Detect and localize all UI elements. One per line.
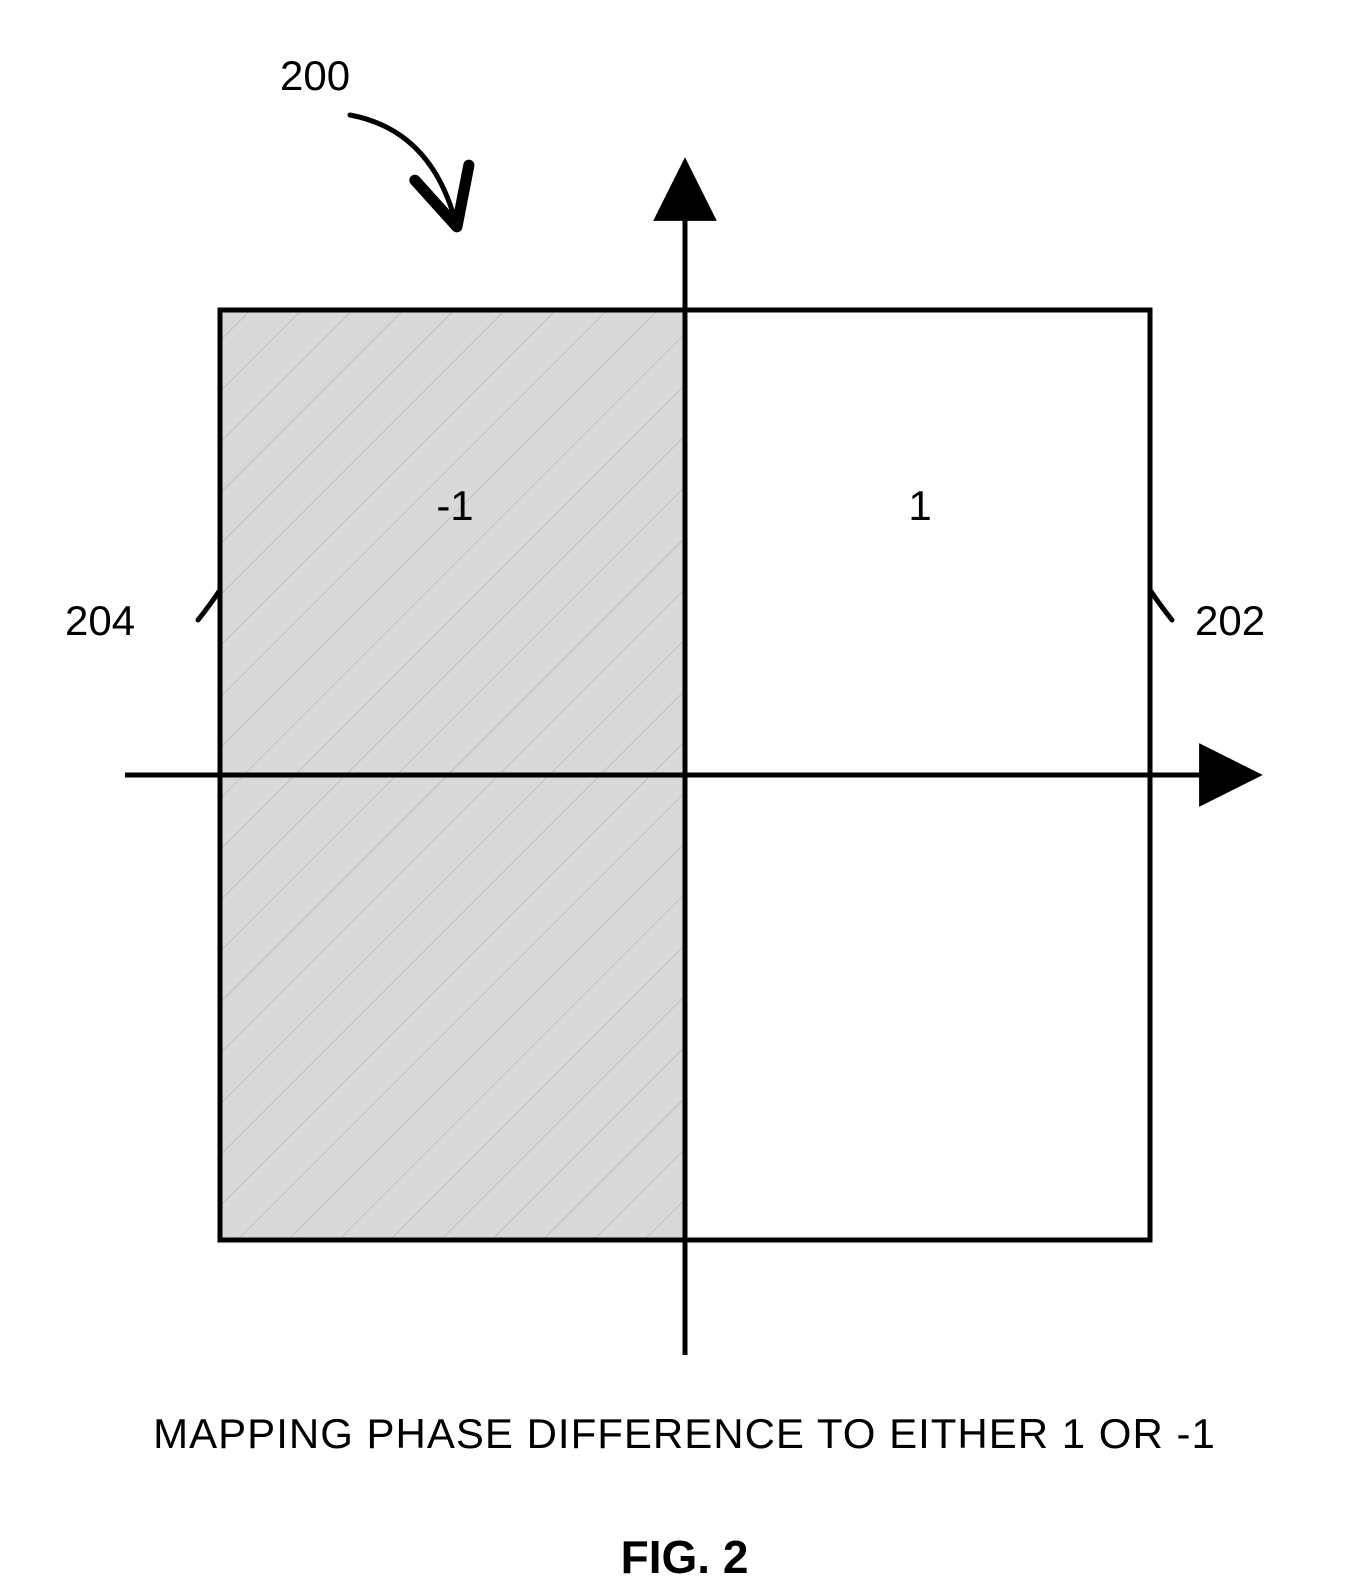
left-ref-number: 204 <box>65 597 135 644</box>
figure-caption: MAPPING PHASE DIFFERENCE TO EITHER 1 OR … <box>0 1410 1369 1458</box>
left-region-label: -1 <box>436 482 473 529</box>
figure-svg: -1 1 200 204 202 <box>0 0 1369 1580</box>
figure-ref-arrow <box>350 115 455 220</box>
right-region-label: 1 <box>908 482 931 529</box>
right-ref-tick <box>1150 590 1172 620</box>
right-ref-number: 202 <box>1195 597 1265 644</box>
left-ref-tick <box>198 590 220 620</box>
figure-label: FIG. 2 <box>0 1530 1369 1584</box>
figure-ref-number: 200 <box>280 52 350 99</box>
